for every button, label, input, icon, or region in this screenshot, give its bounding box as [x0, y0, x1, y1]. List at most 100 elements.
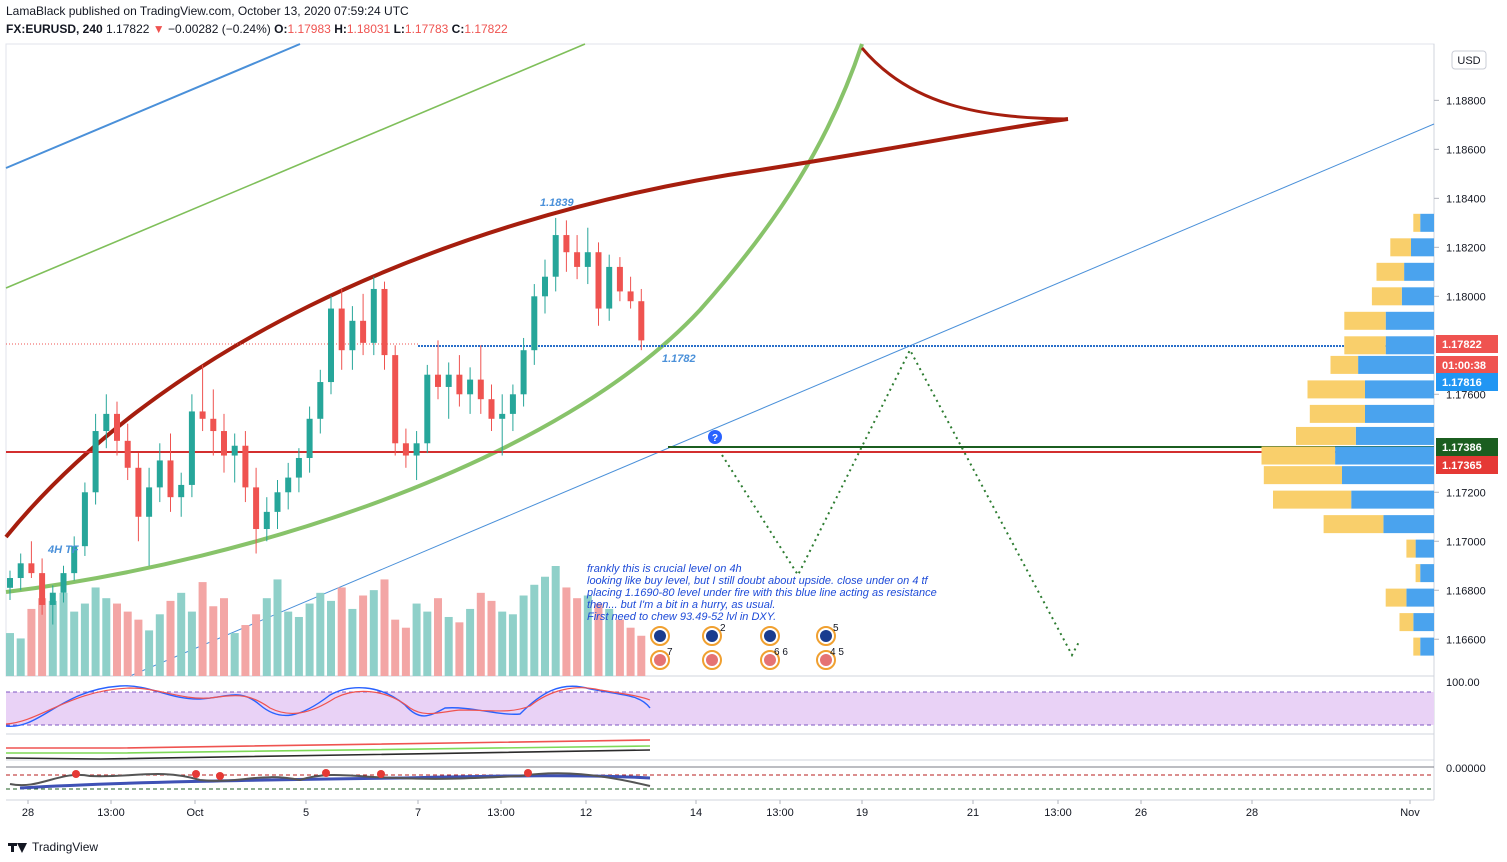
event-count: 7	[667, 647, 673, 658]
candle-body	[114, 413, 120, 441]
close-label: C:	[451, 22, 465, 36]
volume-bar	[615, 619, 624, 676]
question-icon-bg[interactable]	[708, 430, 722, 444]
volume-bar	[230, 633, 239, 676]
tradingview-brand[interactable]: TradingView	[8, 840, 98, 854]
time-tick-label: 13:00	[1044, 807, 1072, 819]
time-axis[interactable]: 28 13:00 Oct 5 7 13:00 12 14 13:00 19 21 13:00 26 28 N…	[22, 800, 1420, 819]
volume-bar	[637, 635, 646, 676]
volume-bars	[6, 566, 646, 676]
profile-sell-bar	[1406, 588, 1434, 607]
currency-label: USD	[1457, 55, 1480, 67]
osc-signal-dot	[216, 772, 224, 780]
volume-bar	[573, 598, 582, 676]
stoch-d-line	[5, 687, 651, 725]
stoch-tick-label: 100.00	[1446, 677, 1480, 689]
open-value: 1.17983	[287, 22, 331, 36]
us-event-icon	[816, 650, 836, 670]
question-icon-glyph: ?	[712, 433, 718, 444]
brand-name: TradingView	[32, 840, 99, 854]
volume-bar	[530, 584, 539, 676]
us-flag-icon	[764, 654, 776, 666]
candle-body	[295, 457, 302, 478]
main-pane[interactable]	[5, 43, 1435, 677]
time-tick-label: 14	[690, 807, 702, 819]
low-value: 1.17783	[404, 22, 449, 36]
economic-events[interactable]: 7 2 6 6 5 4 5	[650, 623, 844, 670]
profile-buy-bar	[1344, 311, 1386, 330]
symbol-label[interactable]: FX:EURUSD, 240	[6, 22, 103, 36]
osc-signal-dot	[377, 770, 385, 778]
eu-flag-icon	[764, 630, 776, 642]
profile-buy-bar	[1296, 426, 1356, 445]
candle-body	[92, 431, 99, 493]
price-tick-label: 1.18200	[1446, 242, 1486, 254]
osc-blue-band	[19, 774, 651, 790]
candle-body	[552, 235, 559, 277]
volume-bar	[59, 592, 68, 676]
volume-bar	[187, 611, 196, 676]
red-flare-curve	[860, 47, 1069, 121]
profile-buy-bar	[1330, 355, 1359, 374]
candle-body	[167, 460, 174, 498]
price-tick-label: 1.18800	[1446, 95, 1486, 107]
volume-bar	[359, 595, 368, 676]
osc-signal-dot	[322, 769, 330, 777]
candle-body	[103, 413, 110, 432]
volume-bar	[113, 603, 121, 676]
candle-body	[499, 413, 506, 419]
stoch-k-line	[5, 685, 651, 727]
osc-signal-dots	[72, 769, 532, 780]
price-axis[interactable]: 1.18800 1.18600 1.18400 1.18200 1.18000 1.176…	[1434, 95, 1498, 775]
volume-bar	[444, 616, 453, 676]
candle-body	[7, 578, 13, 588]
candle-body	[531, 296, 538, 351]
volume-bar	[412, 603, 421, 676]
candle-body	[477, 379, 484, 400]
profile-sell-bar	[1365, 380, 1434, 399]
blue-channel-line	[5, 43, 301, 169]
profile-sell-bar	[1335, 446, 1434, 465]
tradingview-logo-icon	[8, 841, 28, 853]
candle-body	[402, 443, 409, 456]
time-tick-label: 13:00	[766, 807, 794, 819]
volume-bar	[498, 611, 507, 676]
candle-body	[274, 492, 281, 512]
profile-sell-bar	[1351, 490, 1434, 509]
note-line: looking like buy level, but I still doub…	[587, 575, 929, 587]
volume-bar	[423, 611, 432, 676]
profile-buy-bar	[1263, 466, 1342, 485]
profile-buy-bar	[1390, 238, 1411, 257]
profile-sell-bar	[1365, 404, 1434, 423]
ma-dark-line	[5, 749, 651, 760]
volume-bar	[166, 600, 175, 676]
candle-body	[467, 379, 474, 395]
candle-body	[317, 382, 324, 419]
us-event-icon	[650, 650, 670, 670]
price-tick-label: 1.17600	[1446, 389, 1486, 401]
candle-body	[253, 487, 260, 530]
profile-buy-bar	[1307, 380, 1365, 399]
candle-body	[349, 320, 356, 351]
eu-event-icon	[702, 626, 722, 646]
profile-buy-bar	[1413, 637, 1421, 656]
volume-bar	[327, 600, 335, 676]
candle-body	[28, 563, 35, 574]
profile-buy-bar	[1371, 287, 1402, 306]
eu-event-icon	[816, 626, 836, 646]
volume-bar	[466, 608, 475, 676]
profile-buy-bar	[1261, 446, 1336, 465]
time-tick-label: 19	[856, 807, 868, 819]
candle-body	[188, 411, 195, 485]
profile-sell-bar	[1420, 637, 1434, 656]
candle-body	[49, 592, 56, 605]
osc-tick-label: 0.00000	[1446, 763, 1486, 775]
question-icon[interactable]: ?	[708, 430, 722, 444]
price-tick-label: 1.16800	[1446, 585, 1486, 597]
currency-box[interactable]	[1451, 50, 1487, 70]
level-label: 1.1782	[662, 353, 696, 365]
time-tick-label: 13:00	[97, 807, 125, 819]
price-tag-label: 1.17822	[1442, 339, 1482, 351]
open-label: O:	[274, 22, 288, 36]
